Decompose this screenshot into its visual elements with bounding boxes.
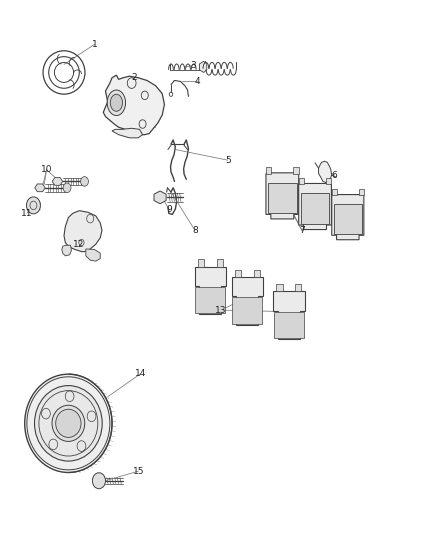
Polygon shape [293,167,299,174]
Ellipse shape [56,409,81,438]
Polygon shape [266,173,299,219]
Text: 7: 7 [299,226,305,235]
Text: 10: 10 [41,165,52,174]
Polygon shape [266,167,271,174]
Polygon shape [359,189,364,196]
Polygon shape [332,189,337,196]
Polygon shape [195,287,226,313]
Polygon shape [235,270,241,277]
Ellipse shape [107,90,126,116]
Polygon shape [232,297,262,324]
Circle shape [77,441,86,451]
Circle shape [42,408,50,419]
Polygon shape [35,184,45,192]
Text: 2: 2 [131,73,137,82]
Polygon shape [299,183,332,230]
Text: 1: 1 [92,40,97,49]
Polygon shape [194,266,226,314]
Polygon shape [216,260,223,266]
Polygon shape [332,195,364,240]
Polygon shape [86,249,100,261]
Polygon shape [334,204,362,235]
Polygon shape [64,211,102,252]
Text: 5: 5 [225,156,231,165]
Polygon shape [154,191,166,204]
Text: 12: 12 [73,240,84,249]
Ellipse shape [25,374,112,472]
Polygon shape [103,75,164,135]
Text: 15: 15 [132,467,144,475]
Circle shape [26,197,40,214]
Polygon shape [199,61,207,72]
Polygon shape [299,177,304,184]
Polygon shape [268,183,297,214]
Polygon shape [273,292,304,340]
Polygon shape [112,128,143,138]
Polygon shape [232,277,263,325]
Polygon shape [62,245,71,256]
Polygon shape [318,161,332,182]
Text: 6: 6 [332,171,338,180]
Text: 9: 9 [166,205,172,214]
Text: 14: 14 [135,369,146,378]
Text: 11: 11 [21,209,33,218]
Circle shape [81,176,88,186]
Ellipse shape [52,405,85,441]
Text: 3: 3 [190,61,196,70]
Polygon shape [274,312,304,338]
Polygon shape [254,270,260,277]
Text: 8: 8 [192,226,198,235]
Polygon shape [295,284,301,292]
Ellipse shape [110,94,123,111]
Ellipse shape [35,385,102,461]
Polygon shape [52,177,63,185]
Circle shape [87,411,96,422]
Text: 4: 4 [194,77,200,86]
Polygon shape [300,193,329,224]
Circle shape [65,391,74,401]
Text: 13: 13 [215,305,227,314]
Polygon shape [326,177,332,184]
Polygon shape [198,260,204,266]
Circle shape [49,439,58,450]
Circle shape [92,473,106,489]
Circle shape [63,183,71,192]
Polygon shape [276,284,283,292]
